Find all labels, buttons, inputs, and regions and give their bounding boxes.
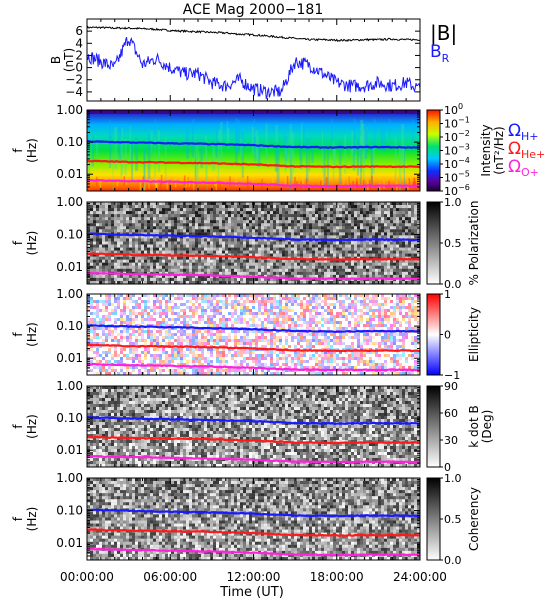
colorbar bbox=[426, 293, 441, 376]
colorbar-tick-label: 0 bbox=[444, 329, 451, 342]
colorbar-unit: (nT²/Hz) bbox=[492, 126, 506, 174]
y-tick-label: 0.10 bbox=[56, 411, 83, 425]
y-axis-label: f bbox=[11, 240, 25, 245]
y-tick-label: 1.00 bbox=[56, 103, 83, 117]
colorbar-tick-label: 90 bbox=[444, 380, 458, 393]
omega-he-line bbox=[87, 528, 420, 537]
omega-o-line bbox=[87, 362, 420, 372]
y-axis-label: f bbox=[11, 516, 25, 521]
power-spectrum-panel: 0.010.101.00f (Hz)10010−110−210−310−410−5… bbox=[11, 102, 545, 198]
omega-o-line bbox=[87, 271, 420, 281]
y-tick-label: 0.10 bbox=[56, 319, 83, 333]
y-tick-label: 1.00 bbox=[56, 471, 83, 485]
colorbar-tick-label: 0 bbox=[444, 461, 451, 474]
y-axis-unit: (Hz) bbox=[25, 414, 39, 439]
figure-title: ACE Mag 2000−181 bbox=[183, 2, 323, 18]
spectrogram-image bbox=[87, 110, 420, 191]
omega-he-line bbox=[87, 435, 420, 445]
x-tick-label: 18:00:00 bbox=[310, 570, 364, 584]
colorbar bbox=[426, 201, 441, 285]
b-r-series bbox=[86, 36, 421, 100]
y-tick-label: −2 bbox=[65, 73, 83, 87]
y-tick-label: 0.01 bbox=[56, 260, 83, 274]
time-axis: 00:00:00 06:00:00 12:00:00 18:00:00 24:00:00 bbox=[60, 570, 447, 584]
omega-h-line bbox=[87, 323, 420, 334]
x-tick-label: 12:00:00 bbox=[227, 570, 281, 584]
y-axis-label: f bbox=[11, 332, 25, 337]
colorbar-tick-label: 0.5 bbox=[444, 513, 462, 526]
y-tick-label: 1.00 bbox=[56, 379, 83, 393]
y-tick-label: 6 bbox=[75, 24, 83, 38]
colorbar-tick-label: 30 bbox=[444, 434, 458, 447]
omega-o-line bbox=[87, 178, 420, 188]
colorbar-label: Ellipticity bbox=[467, 307, 481, 362]
colorbar-tick-label: 0.0 bbox=[444, 554, 462, 567]
y-axis-label: f bbox=[11, 148, 25, 153]
spectrogram-image bbox=[87, 294, 420, 375]
colorbar bbox=[426, 109, 441, 192]
colorbar-label: k dot B bbox=[467, 405, 481, 447]
x-tick-label: 06:00:00 bbox=[143, 570, 197, 584]
x-axis-label: Time (UT) bbox=[219, 585, 284, 600]
omega-o-line bbox=[87, 454, 420, 464]
omega-he-line bbox=[87, 343, 420, 353]
omega-h-line bbox=[87, 415, 420, 426]
y-tick-label: 0 bbox=[75, 61, 83, 75]
legend-b-total: |B| bbox=[430, 21, 457, 45]
y-tick-label: −4 bbox=[65, 85, 83, 99]
colorbar-label: Coherency bbox=[467, 487, 481, 551]
y-axis-unit: (Hz) bbox=[25, 322, 39, 347]
y-tick-label: 0.01 bbox=[56, 536, 83, 550]
y-tick-label: 0.10 bbox=[56, 228, 83, 242]
b-total-series bbox=[86, 25, 421, 43]
spectrogram-image bbox=[87, 478, 420, 560]
y-axis-unit: (Hz) bbox=[25, 138, 39, 163]
y-tick-label: 0.10 bbox=[56, 135, 83, 149]
x-tick-label: 24:00:00 bbox=[393, 570, 447, 584]
y-axis-unit: (nT) bbox=[62, 48, 76, 72]
colorbar-tick-label: 60 bbox=[444, 407, 458, 420]
y-tick-label: 2 bbox=[75, 48, 83, 62]
colorbar-tick-label: 0.5 bbox=[444, 237, 462, 250]
y-tick-label: 0.01 bbox=[56, 351, 83, 365]
colorbar-tick-label: 0.0 bbox=[444, 278, 462, 291]
y-tick-label: 0.10 bbox=[56, 504, 83, 518]
polarization-panel: 0.01 0.10 1.00 f (Hz) 0.0 0.5 1.0 % Polarization bbox=[11, 195, 481, 291]
colorbar bbox=[426, 477, 441, 561]
omega-h-line bbox=[87, 508, 420, 518]
omega-he-line bbox=[87, 252, 420, 261]
y-tick-label: 4 bbox=[75, 36, 83, 50]
y-axis-unit: (Hz) bbox=[25, 507, 39, 532]
spectrogram-image bbox=[87, 202, 420, 284]
colorbar bbox=[426, 385, 441, 468]
y-tick-label: 0.01 bbox=[56, 167, 83, 181]
omega-h-line bbox=[87, 140, 420, 149]
coherency-panel: 0.01 0.10 1.00 f (Hz) 0.0 0.5 1.0 Coherency bbox=[11, 471, 481, 567]
colorbar-tick-label: 1 bbox=[444, 288, 451, 301]
omega-he-line bbox=[87, 159, 420, 169]
y-tick-label: 0.01 bbox=[56, 443, 83, 457]
colorbar-tick-label: −1 bbox=[444, 369, 460, 382]
y-axis-unit: (Hz) bbox=[25, 231, 39, 256]
ellipticity-panel: 0.01 0.10 1.00 f (Hz) −1 0 1 Ellipticity bbox=[11, 287, 481, 382]
colorbar-tick-label: 1.0 bbox=[444, 196, 462, 209]
y-axis-label: f bbox=[11, 424, 25, 429]
colorbar-tick-label: 1.0 bbox=[444, 472, 462, 485]
y-axis-label: B bbox=[49, 56, 63, 64]
colorbar-label: Intensity bbox=[479, 124, 493, 176]
spectrogram-image bbox=[87, 386, 420, 467]
k-dot-b-panel: 0.01 0.10 1.00 f (Hz) 0 30 60 90 k dot B (Deg) bbox=[11, 379, 494, 474]
y-tick-label: 1.00 bbox=[56, 287, 83, 301]
x-tick-label: 00:00:00 bbox=[60, 570, 114, 584]
omega-o-line bbox=[87, 547, 420, 557]
y-tick-label: 1.00 bbox=[56, 195, 83, 209]
omega-h-line bbox=[87, 232, 420, 242]
colorbar-unit: (Deg) bbox=[480, 410, 494, 444]
legend-b-r: BR bbox=[430, 42, 450, 65]
colorbar-label: % Polarization bbox=[467, 201, 481, 286]
